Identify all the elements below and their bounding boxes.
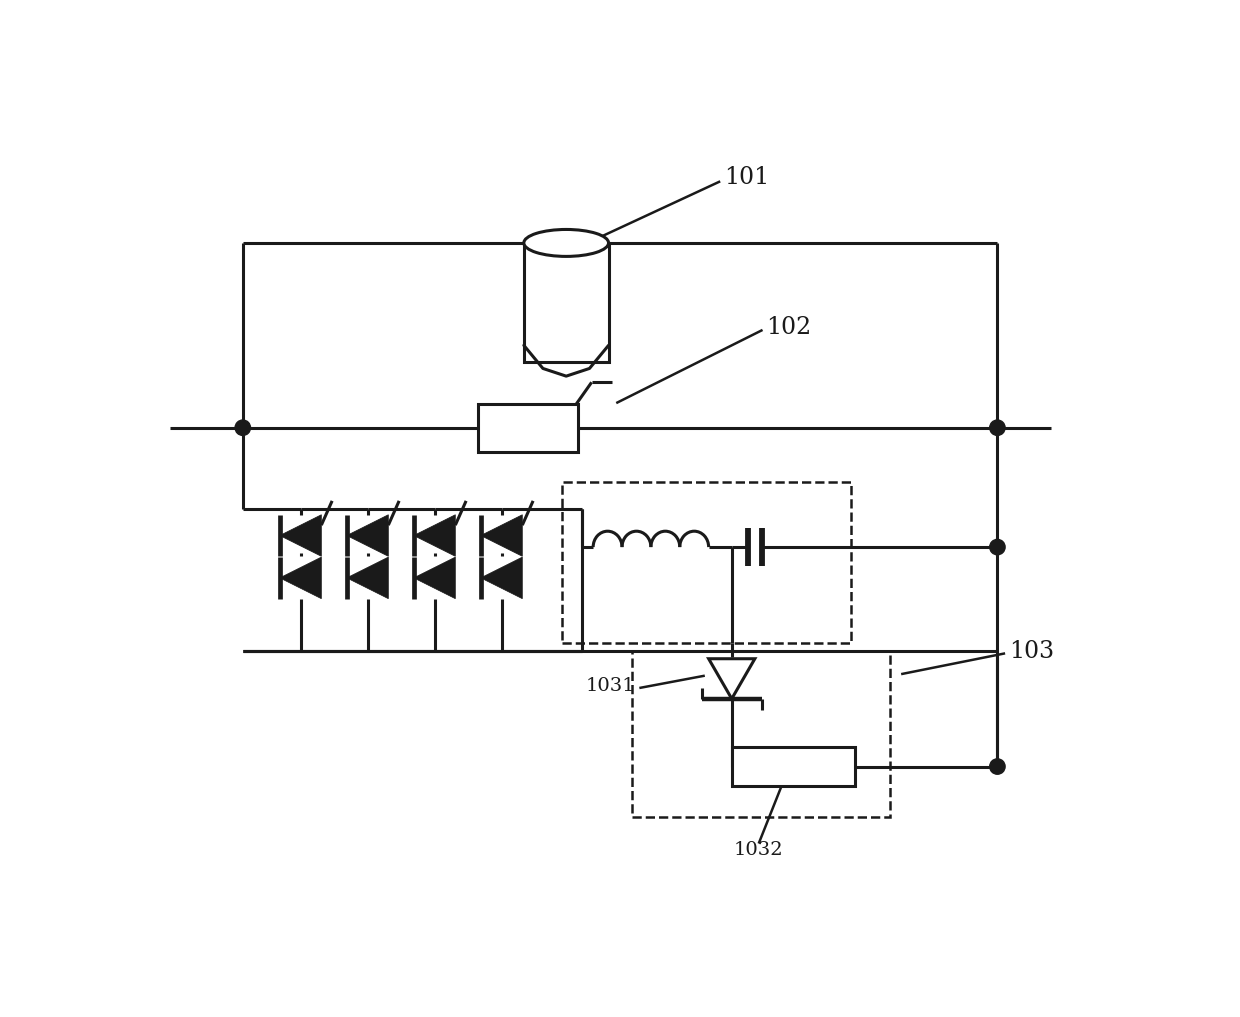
Text: 102: 102: [766, 316, 812, 339]
Polygon shape: [347, 515, 388, 556]
Polygon shape: [414, 557, 455, 599]
Text: 101: 101: [724, 166, 769, 189]
Polygon shape: [347, 557, 388, 599]
Bar: [523, 243, 609, 362]
Text: 1032: 1032: [734, 841, 784, 858]
Circle shape: [236, 420, 250, 435]
Polygon shape: [481, 515, 522, 556]
Polygon shape: [280, 557, 321, 599]
Bar: [477, 404, 578, 452]
Polygon shape: [414, 515, 455, 556]
Polygon shape: [708, 659, 755, 699]
Ellipse shape: [523, 230, 609, 256]
Circle shape: [990, 539, 1006, 555]
Text: 1031: 1031: [585, 676, 635, 695]
Text: 103: 103: [1009, 640, 1054, 662]
Circle shape: [990, 420, 1006, 435]
Polygon shape: [280, 515, 321, 556]
Bar: [732, 747, 854, 786]
Polygon shape: [481, 557, 522, 599]
Circle shape: [990, 759, 1006, 774]
